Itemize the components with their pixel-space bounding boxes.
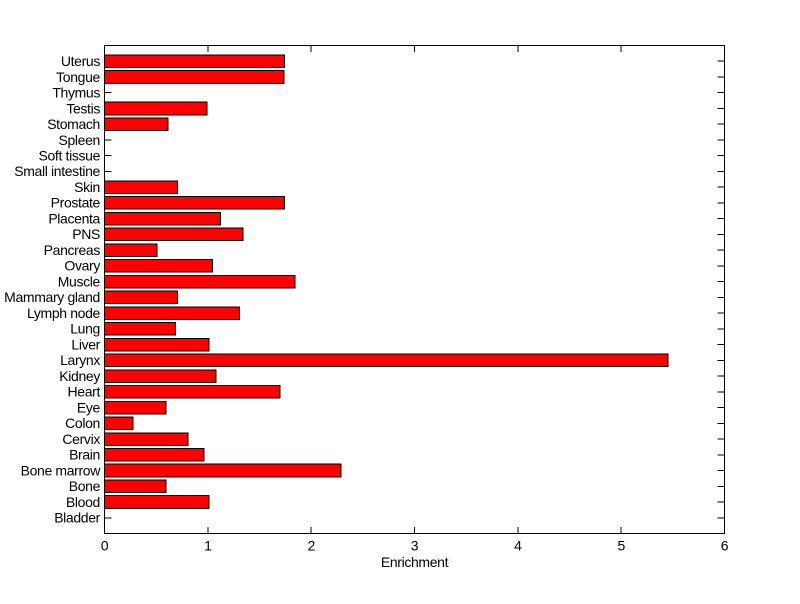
svg-text:Tongue: Tongue (56, 69, 100, 85)
svg-text:Blood: Blood (66, 494, 100, 510)
svg-text:Skin: Skin (74, 179, 100, 195)
svg-text:Enrichment: Enrichment (381, 554, 449, 570)
svg-text:2: 2 (307, 537, 315, 553)
svg-text:Stomach: Stomach (47, 116, 100, 132)
svg-text:Testis: Testis (66, 100, 100, 116)
svg-text:Muscle: Muscle (58, 273, 101, 289)
svg-text:5: 5 (617, 537, 625, 553)
svg-text:Placenta: Placenta (48, 210, 100, 226)
svg-text:4: 4 (514, 537, 522, 553)
svg-text:Lung: Lung (70, 321, 100, 337)
svg-text:Soft tissue: Soft tissue (38, 147, 100, 163)
svg-text:Prostate: Prostate (51, 195, 101, 211)
svg-text:Bone: Bone (69, 478, 101, 494)
svg-text:PNS: PNS (72, 226, 100, 242)
svg-text:6: 6 (721, 537, 729, 553)
svg-text:3: 3 (411, 537, 419, 553)
svg-text:Bladder: Bladder (54, 510, 100, 526)
svg-text:Lymph node: Lymph node (27, 305, 101, 321)
svg-text:Uterus: Uterus (61, 53, 100, 69)
svg-text:Larynx: Larynx (60, 352, 100, 368)
svg-text:Liver: Liver (71, 336, 100, 352)
svg-text:Small intestine: Small intestine (14, 163, 100, 179)
svg-text:Heart: Heart (68, 384, 101, 400)
svg-text:Eye: Eye (77, 399, 101, 415)
svg-text:Ovary: Ovary (64, 258, 100, 274)
svg-text:1: 1 (204, 537, 212, 553)
svg-text:0: 0 (101, 537, 109, 553)
svg-text:Spleen: Spleen (59, 132, 101, 148)
svg-text:Brain: Brain (69, 447, 100, 463)
svg-text:Cervix: Cervix (62, 431, 100, 447)
svg-text:Thymus: Thymus (52, 85, 100, 101)
svg-text:Bone marrow: Bone marrow (21, 462, 102, 478)
svg-text:Kidney: Kidney (59, 368, 100, 384)
svg-text:Mammary gland: Mammary gland (4, 289, 100, 305)
svg-text:Colon: Colon (65, 415, 100, 431)
svg-text:Pancreas: Pancreas (44, 242, 101, 258)
